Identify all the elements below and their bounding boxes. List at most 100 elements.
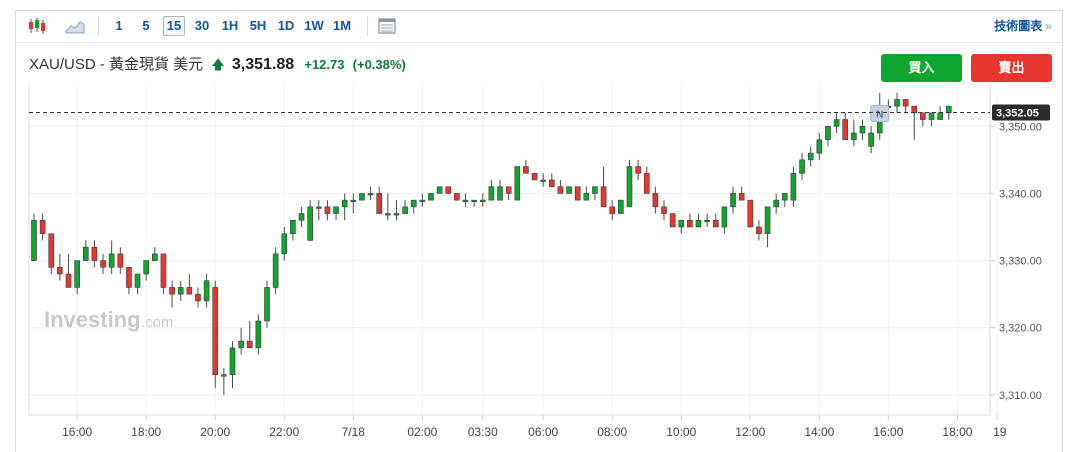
candle <box>479 193 486 207</box>
candle <box>756 220 762 241</box>
candle-body-down <box>911 105 918 114</box>
candle <box>298 206 305 227</box>
candle-body-up <box>428 193 434 201</box>
candle <box>471 199 477 207</box>
last-price-line: 3,352.05 <box>29 104 1050 121</box>
candle-body-up <box>74 260 80 288</box>
candle <box>160 253 167 295</box>
candle <box>868 126 874 154</box>
candle-body-up <box>704 219 710 223</box>
candle-body-up <box>264 287 270 322</box>
candle-body-down <box>747 199 754 228</box>
interval-30[interactable]: 30 <box>194 18 210 33</box>
candle-body-up <box>695 219 702 228</box>
candle <box>678 219 685 234</box>
interval-1d[interactable]: 1D <box>277 18 295 33</box>
candle-body-down <box>186 287 193 295</box>
candle <box>186 274 193 295</box>
technical-chart-label: 技術圖表 <box>994 19 1043 33</box>
double-chevron-right-icon: » <box>1045 19 1052 33</box>
candle-body-down <box>548 179 555 188</box>
candle-body-up <box>471 199 477 202</box>
interval-5[interactable]: 5 <box>142 18 150 33</box>
candle <box>428 193 434 201</box>
candle <box>385 193 391 221</box>
y-axis: 3,310.00 3,320.00 3,330.00 3,340.00 3,350.00 <box>990 121 1042 402</box>
candle-body-up <box>367 193 374 196</box>
candle-body-up <box>108 253 115 268</box>
candle-body-up <box>618 199 624 214</box>
candle-body-up <box>859 125 866 134</box>
candle <box>290 219 296 241</box>
candle-body-up <box>281 233 288 255</box>
candle <box>911 105 918 140</box>
x-tick-label: 7/18 <box>342 425 366 439</box>
candle <box>229 341 236 389</box>
candle <box>920 112 926 127</box>
candle <box>825 125 831 147</box>
candle-body-up <box>868 132 874 147</box>
candle <box>203 274 210 308</box>
candle-body-up <box>782 193 788 201</box>
interval-15[interactable]: 15 <box>163 16 185 36</box>
candle <box>928 112 935 127</box>
candle-body-down <box>376 193 383 214</box>
candle-body-up <box>566 186 572 194</box>
candle-body-down <box>126 266 132 288</box>
candle <box>419 193 426 207</box>
candle <box>652 186 659 214</box>
candle-body-down <box>65 273 72 288</box>
candle <box>39 213 46 241</box>
event-marker-label: N <box>876 110 883 121</box>
buy-button[interactable]: 買入 <box>881 54 962 82</box>
x-tick-label: 16:00 <box>873 425 903 439</box>
candle-body-down <box>324 206 331 214</box>
candle-body-up <box>315 206 322 209</box>
candle <box>126 266 132 295</box>
candle-body-up <box>678 219 685 228</box>
candle <box>152 247 158 261</box>
technical-chart-link[interactable]: 技術圖表» <box>994 17 1052 34</box>
candle-body-down <box>920 112 926 120</box>
sell-button[interactable]: 賣出 <box>971 54 1052 82</box>
candle <box>315 200 322 221</box>
interval-1w[interactable]: 1W <box>304 18 324 33</box>
candle-body-down <box>246 340 253 349</box>
table-icon[interactable] <box>376 16 398 36</box>
candle-body-up <box>807 152 814 161</box>
x-tick-label: 10:00 <box>666 425 696 439</box>
candle-body-up <box>488 186 495 201</box>
price-change-percent: (+0.38%) <box>352 57 406 72</box>
candle-body-down <box>100 260 106 268</box>
candle <box>221 368 227 395</box>
candle <box>281 227 288 261</box>
candle <box>894 92 900 113</box>
candle-body-up <box>945 105 952 114</box>
instrument-header: XAU/USD - 黃金現貨 美元 🡅 3,351.88 +12.73 (+0.… <box>29 55 406 75</box>
area-chart-icon[interactable] <box>64 16 86 36</box>
candle <box>635 159 641 180</box>
candle-body-down <box>454 193 460 201</box>
interval-1h[interactable]: 1H <box>221 18 239 33</box>
y-tick-label: 3,350.00 <box>999 121 1042 133</box>
candle-body-up <box>937 112 943 120</box>
interval-1[interactable]: 1 <box>115 18 123 33</box>
candle <box>816 133 823 160</box>
candle <box>100 253 106 274</box>
candle <box>272 247 279 295</box>
candlestick-icon[interactable] <box>26 16 48 36</box>
candle-body-up <box>833 119 840 127</box>
candle <box>497 180 503 201</box>
candle <box>618 199 624 214</box>
candle-body-down <box>669 213 676 228</box>
candle-body-up <box>851 132 857 141</box>
candle-body-down <box>635 166 641 174</box>
candle <box>57 253 63 281</box>
interval-5h[interactable]: 5H <box>249 18 267 33</box>
candle <box>514 166 521 201</box>
interval-1m[interactable]: 1M <box>332 18 352 33</box>
candle-body-down <box>523 166 529 174</box>
y-tick-label: 3,310.00 <box>999 390 1042 402</box>
candle-body-up <box>359 193 365 201</box>
candle-body-down <box>600 186 607 208</box>
